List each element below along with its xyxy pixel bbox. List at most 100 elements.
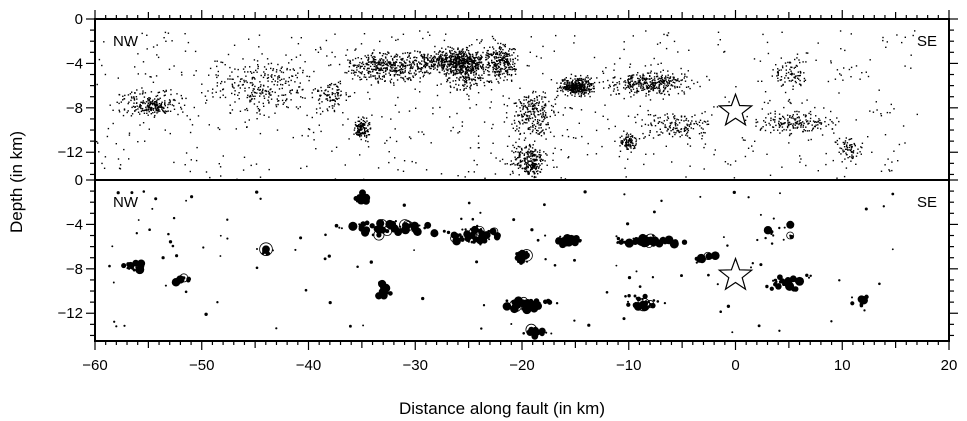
event-point [475, 82, 477, 85]
event-point [397, 74, 399, 76]
event-point [402, 68, 404, 71]
event-point [397, 65, 399, 67]
event-point [880, 115, 883, 117]
event-point [788, 62, 791, 64]
event-point [481, 39, 483, 41]
event-point [704, 111, 706, 113]
event-point [675, 120, 677, 122]
event-point [389, 80, 391, 82]
event-point [457, 62, 459, 65]
event-point [689, 87, 691, 90]
event-point [539, 149, 541, 151]
event-point [535, 91, 537, 93]
event-point [616, 86, 619, 89]
event-point [524, 170, 526, 172]
event-point [375, 65, 377, 67]
event-point [781, 65, 784, 67]
event-point [554, 103, 557, 105]
event-point [789, 73, 792, 75]
event-point [243, 156, 246, 158]
event-point [659, 83, 662, 85]
event-point [250, 164, 252, 167]
event-point [475, 73, 477, 76]
event-point [627, 141, 629, 144]
event-point [652, 85, 654, 87]
event-point [595, 153, 598, 155]
event-point [465, 61, 467, 63]
event-point [454, 61, 456, 63]
event-point [393, 84, 395, 86]
event-point [456, 68, 458, 71]
event-point [509, 60, 512, 62]
event-point [792, 85, 794, 87]
event-point [508, 135, 510, 138]
event-point [575, 137, 577, 139]
event-point [460, 71, 463, 74]
event-point [539, 159, 541, 161]
event-point [676, 124, 679, 126]
event-point [426, 70, 428, 72]
event-point [472, 78, 475, 80]
relocated-event [121, 263, 127, 269]
event-point [860, 146, 862, 148]
event-point [434, 60, 436, 63]
event-point [556, 90, 559, 92]
event-point [502, 56, 504, 58]
event-point [502, 62, 505, 64]
event-point [579, 87, 581, 90]
event-point [799, 155, 801, 157]
event-point [465, 87, 467, 89]
event-point [292, 68, 294, 70]
event-point [564, 83, 566, 85]
event-point [409, 77, 411, 79]
relocated-event [180, 278, 185, 283]
event-point [216, 76, 218, 79]
event-point [518, 138, 520, 140]
event-point [861, 142, 864, 144]
event-point [734, 160, 737, 162]
event-point [517, 162, 520, 164]
event-point [681, 79, 683, 81]
event-point [654, 87, 656, 89]
event-point [535, 154, 537, 156]
event-point [155, 104, 157, 107]
event-point [499, 61, 501, 63]
event-point [504, 63, 506, 66]
event-point [493, 65, 496, 67]
event-point [846, 144, 848, 146]
event-point [133, 102, 135, 104]
event-point [164, 31, 167, 34]
event-point [316, 112, 318, 114]
event-point [664, 88, 666, 90]
event-point [476, 66, 478, 68]
event-point [176, 93, 178, 95]
event-point [275, 105, 278, 108]
event-point [683, 128, 685, 130]
event-point [774, 119, 776, 121]
event-point [805, 61, 807, 63]
event-point [787, 120, 789, 122]
event-point [574, 87, 576, 89]
event-point [845, 145, 848, 148]
event-point [462, 76, 465, 78]
event-point [659, 134, 661, 136]
event-point [469, 82, 471, 84]
event-point [537, 133, 539, 135]
event-point [528, 164, 530, 166]
event-point [681, 134, 683, 136]
event-point [514, 130, 517, 132]
event-point [410, 63, 413, 65]
event-point [469, 86, 471, 89]
event-point [495, 53, 497, 56]
event-point [274, 80, 276, 82]
event-point [142, 90, 144, 92]
event-point [782, 122, 785, 125]
event-point [578, 89, 580, 92]
event-point [419, 52, 421, 54]
event-point [532, 170, 534, 173]
event-point [687, 128, 689, 130]
event-point [642, 77, 644, 79]
relocated-event [418, 224, 421, 227]
event-point [267, 74, 269, 76]
event-point [471, 78, 473, 80]
